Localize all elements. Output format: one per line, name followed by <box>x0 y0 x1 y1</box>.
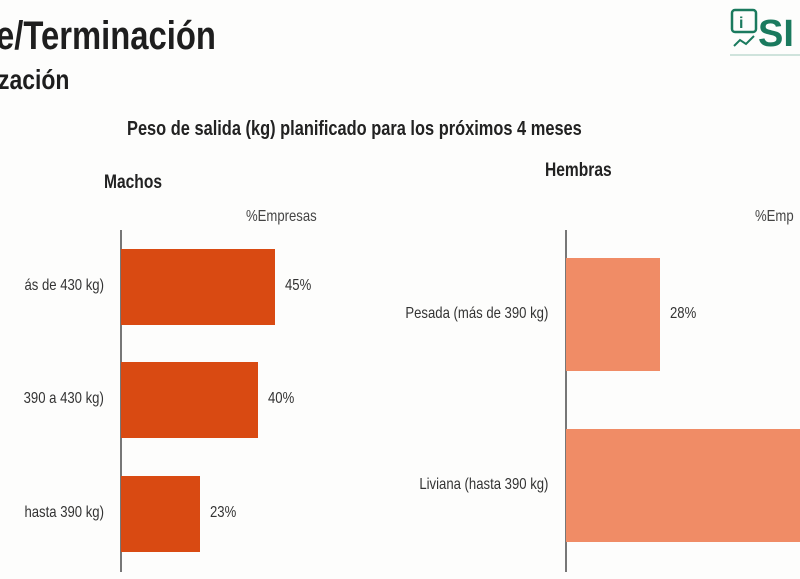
panel-title-hembras: Hembras <box>545 160 612 181</box>
data-label: 45% <box>284 277 312 294</box>
axis-hembras <box>565 230 567 572</box>
category-label: Pesada (más de 390 kg) <box>405 304 548 322</box>
value-label-hembras: %Emp <box>755 208 794 225</box>
panel-title-machos: Machos <box>104 172 163 193</box>
data-label: 40% <box>267 390 295 407</box>
bar <box>566 258 661 371</box>
category-label: Liviana (hasta 390 kg) <box>418 475 548 493</box>
svg-text:SI: SI <box>758 13 794 55</box>
bar <box>566 429 800 542</box>
logo-icon: i SI <box>730 8 800 56</box>
category-label: 390 a 430 kg) <box>23 390 104 407</box>
axis-machos <box>120 230 122 572</box>
data-label: 28% <box>670 304 697 322</box>
slide-subtitle: zación <box>0 64 70 95</box>
chart-title: Peso de salida (kg) planificado para los… <box>127 118 582 140</box>
logo: i SI <box>730 6 800 62</box>
value-label-machos: %Empresas <box>246 208 317 225</box>
data-label: 23% <box>209 504 236 521</box>
svg-text:i: i <box>739 15 743 32</box>
slide-title: e/Terminación <box>0 14 216 58</box>
bar <box>121 476 200 552</box>
bar <box>121 362 258 438</box>
category-label: hasta 390 kg) <box>24 504 104 521</box>
bar <box>121 249 275 325</box>
category-label: ás de 430 kg) <box>24 277 104 294</box>
